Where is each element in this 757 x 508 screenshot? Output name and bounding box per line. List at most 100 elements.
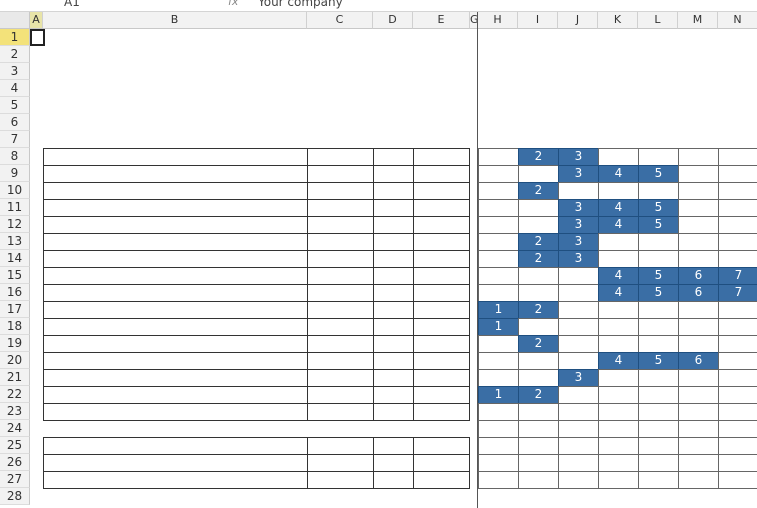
start-cell[interactable]	[373, 165, 414, 183]
gantt-cell[interactable]	[598, 386, 639, 404]
start-cell[interactable]	[373, 386, 414, 404]
gantt-cell[interactable]	[558, 301, 599, 319]
gantt-cell[interactable]	[558, 420, 599, 438]
start-cell[interactable]	[373, 301, 414, 319]
gantt-cell[interactable]	[718, 182, 757, 200]
gantt-cell[interactable]	[478, 335, 519, 353]
task-name-cell[interactable]	[43, 199, 308, 217]
start-cell[interactable]	[373, 182, 414, 200]
column-header[interactable]: M	[678, 12, 718, 29]
task-name-cell[interactable]	[43, 369, 308, 387]
duration-cell[interactable]	[413, 148, 470, 166]
gantt-bar-cell[interactable]: 5	[638, 216, 679, 234]
task-name-cell[interactable]	[43, 165, 308, 183]
gantt-cell[interactable]	[638, 182, 679, 200]
start-cell[interactable]	[373, 233, 414, 251]
duration-cell[interactable]	[413, 369, 470, 387]
row-header[interactable]: 25	[0, 437, 30, 454]
gantt-cell[interactable]	[558, 403, 599, 421]
row-header[interactable]: 14	[0, 250, 30, 267]
gantt-cell[interactable]	[478, 369, 519, 387]
task-name-cell[interactable]	[43, 284, 308, 302]
gantt-cell[interactable]	[718, 403, 757, 421]
gantt-cell[interactable]	[638, 250, 679, 268]
who-cell[interactable]	[307, 454, 374, 472]
duration-cell[interactable]	[413, 233, 470, 251]
gantt-cell[interactable]	[558, 335, 599, 353]
gantt-cell[interactable]	[558, 454, 599, 472]
duration-cell[interactable]	[413, 284, 470, 302]
start-cell[interactable]	[373, 403, 414, 421]
gantt-cell[interactable]	[678, 182, 719, 200]
task-name-cell[interactable]	[43, 403, 308, 421]
row-header[interactable]: 13	[0, 233, 30, 250]
duration-cell[interactable]	[413, 301, 470, 319]
who-cell[interactable]	[307, 233, 374, 251]
column-header[interactable]: J	[558, 12, 598, 29]
gantt-cell[interactable]	[598, 182, 639, 200]
gantt-cell[interactable]	[638, 386, 679, 404]
row-header[interactable]: 18	[0, 318, 30, 335]
row-header[interactable]: 22	[0, 386, 30, 403]
row-header[interactable]: 15	[0, 267, 30, 284]
row-header[interactable]: 28	[0, 488, 30, 505]
who-cell[interactable]	[307, 284, 374, 302]
gantt-cell[interactable]	[678, 386, 719, 404]
row-header[interactable]: 9	[0, 165, 30, 182]
gantt-bar-cell[interactable]: 3	[558, 369, 599, 387]
gantt-cell[interactable]	[718, 386, 757, 404]
row-header[interactable]: 17	[0, 301, 30, 318]
gantt-bar-cell[interactable]: 5	[638, 267, 679, 285]
column-header[interactable]: E	[413, 12, 470, 29]
gantt-cell[interactable]	[718, 233, 757, 251]
gantt-cell[interactable]	[718, 352, 757, 370]
start-cell[interactable]	[373, 199, 414, 217]
who-cell[interactable]	[307, 165, 374, 183]
gantt-bar-cell[interactable]: 4	[598, 199, 639, 217]
gantt-bar-cell[interactable]: 2	[518, 301, 559, 319]
who-cell[interactable]	[307, 250, 374, 268]
duration-cell[interactable]	[413, 403, 470, 421]
gantt-cell[interactable]	[478, 437, 519, 455]
gantt-cell[interactable]	[518, 216, 559, 234]
task-name-cell[interactable]	[43, 301, 308, 319]
gantt-bar-cell[interactable]: 3	[558, 165, 599, 183]
gantt-cell[interactable]	[478, 148, 519, 166]
gantt-cell[interactable]	[678, 301, 719, 319]
gantt-cell[interactable]	[638, 454, 679, 472]
gantt-bar-cell[interactable]: 2	[518, 148, 559, 166]
gantt-cell[interactable]	[558, 471, 599, 489]
gantt-cell[interactable]	[478, 403, 519, 421]
row-header[interactable]: 3	[0, 63, 30, 80]
gantt-cell[interactable]	[518, 352, 559, 370]
who-cell[interactable]	[307, 318, 374, 336]
column-header[interactable]: N	[718, 12, 757, 29]
gantt-cell[interactable]	[638, 233, 679, 251]
start-cell[interactable]	[373, 335, 414, 353]
gantt-cell[interactable]	[558, 284, 599, 302]
start-cell[interactable]	[373, 267, 414, 285]
duration-cell[interactable]	[413, 471, 470, 489]
gantt-cell[interactable]	[478, 182, 519, 200]
formula-input[interactable]: Your company	[258, 0, 343, 9]
gantt-cell[interactable]	[478, 216, 519, 234]
gantt-bar-cell[interactable]: 3	[558, 216, 599, 234]
column-header[interactable]: K	[598, 12, 638, 29]
gantt-bar-cell[interactable]: 2	[518, 182, 559, 200]
gantt-cell[interactable]	[598, 318, 639, 336]
gantt-cell[interactable]	[478, 233, 519, 251]
who-cell[interactable]	[307, 403, 374, 421]
gantt-bar-cell[interactable]: 1	[478, 318, 519, 336]
task-name-cell[interactable]	[43, 267, 308, 285]
who-cell[interactable]	[307, 471, 374, 489]
gantt-cell[interactable]	[638, 471, 679, 489]
gantt-cell[interactable]	[558, 386, 599, 404]
gantt-bar-cell[interactable]: 2	[518, 233, 559, 251]
company-name[interactable]	[31, 29, 231, 46]
gantt-cell[interactable]	[478, 284, 519, 302]
gantt-bar-cell[interactable]: 3	[558, 199, 599, 217]
task-name-cell[interactable]	[43, 386, 308, 404]
duration-cell[interactable]	[413, 335, 470, 353]
row-header[interactable]: 27	[0, 471, 30, 488]
